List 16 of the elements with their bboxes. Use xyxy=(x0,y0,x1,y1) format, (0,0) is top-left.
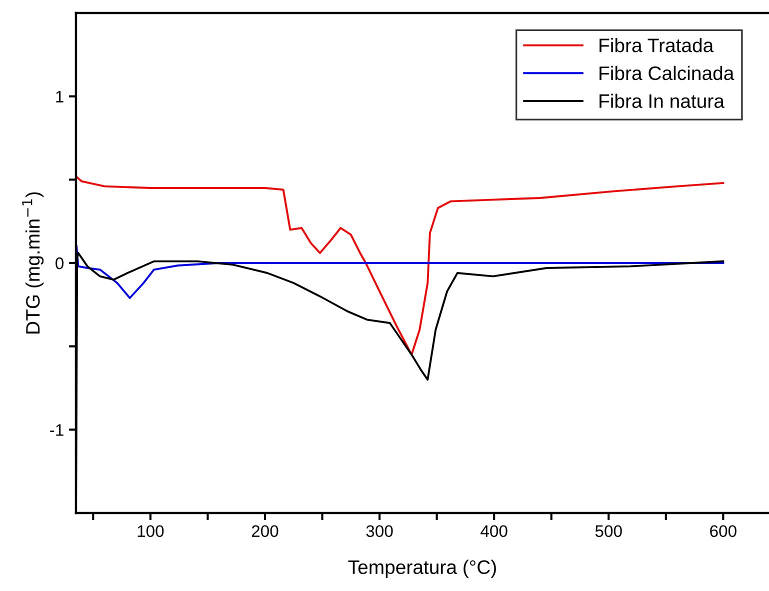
legend-label: Fibra Calcinada xyxy=(600,66,734,80)
x-tick-label: 500 xyxy=(595,525,622,538)
x-tick-label: 400 xyxy=(480,525,508,538)
x-tick-label: 200 xyxy=(252,525,278,538)
y-tick-label: -1 xyxy=(50,424,64,436)
y-tick-label: 0 xyxy=(56,257,64,270)
x-tick-label: 300 xyxy=(366,525,393,538)
line-series xyxy=(76,245,724,299)
line-series xyxy=(76,175,724,356)
x-tick-label: 600 xyxy=(710,525,736,538)
y-tick-label: 1 xyxy=(56,90,64,102)
legend-label: Fibra In natura xyxy=(600,94,724,108)
x-axis-title: Temperatura (°C) xyxy=(348,560,496,578)
legend-label: Fibra Tratada xyxy=(600,38,714,52)
x-tick-label: 100 xyxy=(138,525,164,538)
y-axis-title: DTG (mg.min$^{−1}$) xyxy=(22,192,44,334)
